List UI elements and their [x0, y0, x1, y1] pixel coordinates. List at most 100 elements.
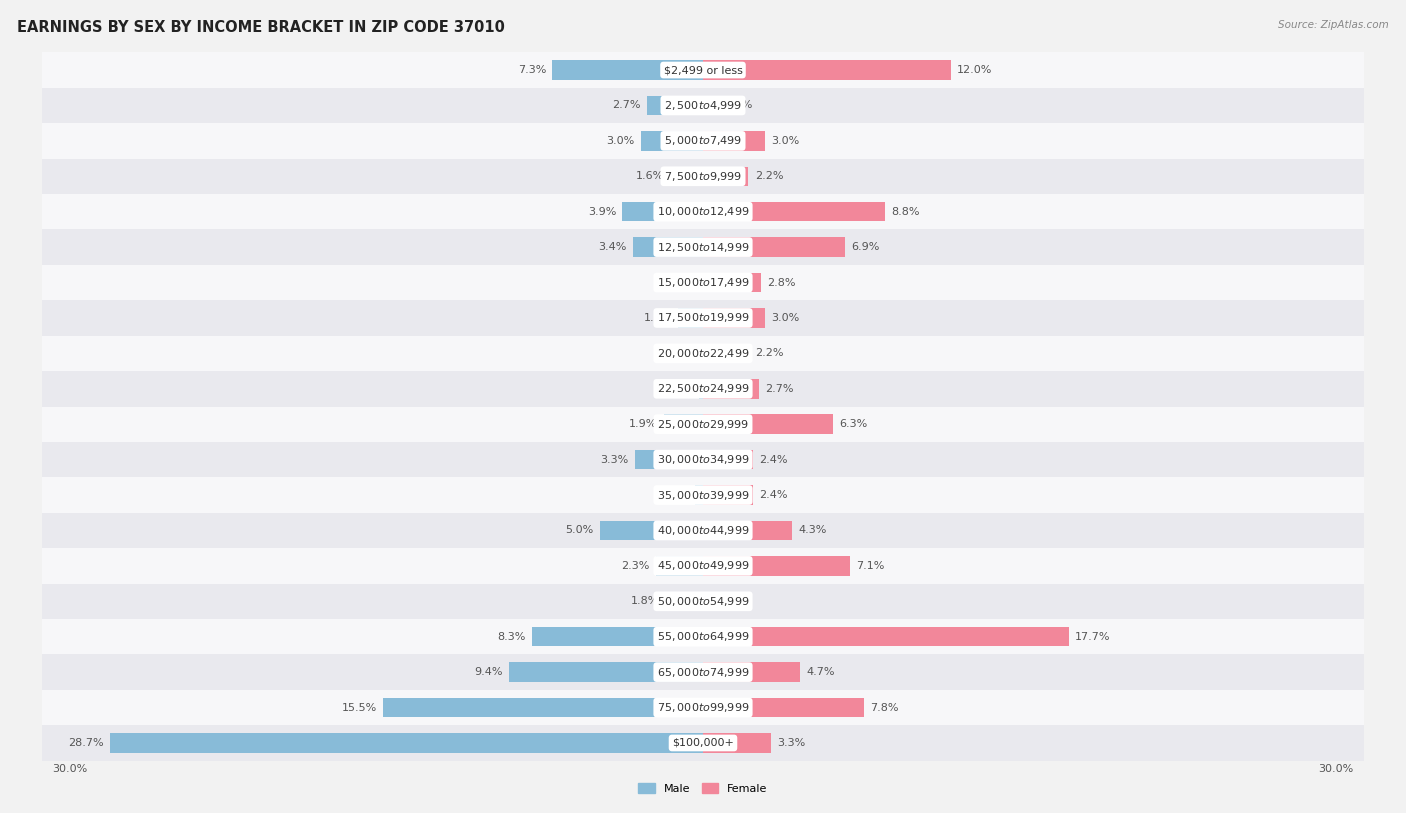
Text: 7.1%: 7.1% — [856, 561, 884, 571]
Bar — [666, 592, 703, 611]
Text: $5,000 to $7,499: $5,000 to $7,499 — [664, 134, 742, 147]
Bar — [636, 450, 703, 469]
Text: 28.7%: 28.7% — [69, 738, 104, 748]
Bar — [703, 131, 765, 150]
Bar — [623, 202, 703, 221]
Bar — [0, 300, 1406, 336]
Bar — [0, 52, 1406, 88]
Bar — [703, 167, 748, 186]
Bar — [699, 379, 703, 398]
Text: 0.39%: 0.39% — [654, 490, 689, 500]
Bar — [678, 308, 703, 328]
Text: $30,000 to $34,999: $30,000 to $34,999 — [657, 453, 749, 466]
Bar — [0, 690, 1406, 725]
Bar — [0, 584, 1406, 619]
Text: 17.7%: 17.7% — [1074, 632, 1111, 641]
Bar — [110, 733, 703, 753]
Text: 3.0%: 3.0% — [770, 313, 800, 323]
Text: 1.9%: 1.9% — [630, 420, 658, 429]
Bar — [0, 194, 1406, 229]
Bar — [696, 344, 703, 363]
Bar — [703, 308, 765, 328]
Bar — [641, 131, 703, 150]
Bar — [703, 450, 752, 469]
Bar — [0, 88, 1406, 123]
Bar — [703, 379, 759, 398]
Text: 3.9%: 3.9% — [588, 207, 616, 217]
Text: 4.7%: 4.7% — [806, 667, 835, 677]
Text: $65,000 to $74,999: $65,000 to $74,999 — [657, 666, 749, 679]
Bar — [655, 556, 703, 576]
Text: $100,000+: $100,000+ — [672, 738, 734, 748]
Text: 30.0%: 30.0% — [1319, 763, 1354, 773]
Bar — [531, 627, 703, 646]
Text: 2.7%: 2.7% — [613, 101, 641, 111]
Text: 2.3%: 2.3% — [621, 561, 650, 571]
Bar — [382, 698, 703, 717]
Text: 0.22%: 0.22% — [714, 596, 749, 606]
Text: 1.8%: 1.8% — [631, 596, 659, 606]
Text: EARNINGS BY SEX BY INCOME BRACKET IN ZIP CODE 37010: EARNINGS BY SEX BY INCOME BRACKET IN ZIP… — [17, 20, 505, 35]
Text: 12.0%: 12.0% — [957, 65, 993, 75]
Bar — [0, 371, 1406, 406]
Bar — [0, 406, 1406, 442]
Bar — [664, 415, 703, 434]
Text: $75,000 to $99,999: $75,000 to $99,999 — [657, 701, 749, 714]
Bar — [0, 477, 1406, 513]
Bar — [703, 96, 710, 115]
Bar — [0, 654, 1406, 690]
Text: $55,000 to $64,999: $55,000 to $64,999 — [657, 630, 749, 643]
Text: 15.5%: 15.5% — [342, 702, 377, 712]
Text: $40,000 to $44,999: $40,000 to $44,999 — [657, 524, 749, 537]
Bar — [0, 159, 1406, 194]
Text: 2.4%: 2.4% — [759, 490, 787, 500]
Text: Source: ZipAtlas.com: Source: ZipAtlas.com — [1278, 20, 1389, 30]
Bar — [703, 592, 707, 611]
Text: 2.7%: 2.7% — [765, 384, 793, 393]
Bar — [647, 96, 703, 115]
Bar — [0, 725, 1406, 761]
Bar — [703, 202, 884, 221]
Text: 2.2%: 2.2% — [755, 349, 783, 359]
Bar — [703, 273, 761, 293]
Text: $25,000 to $29,999: $25,000 to $29,999 — [657, 418, 749, 431]
Text: 9.4%: 9.4% — [474, 667, 503, 677]
Text: 2.2%: 2.2% — [755, 172, 783, 181]
Bar — [703, 237, 845, 257]
Text: 1.6%: 1.6% — [636, 172, 664, 181]
Bar — [703, 698, 865, 717]
Bar — [600, 520, 703, 540]
Text: $35,000 to $39,999: $35,000 to $39,999 — [657, 489, 749, 502]
Text: 4.3%: 4.3% — [799, 525, 827, 536]
Text: 3.0%: 3.0% — [770, 136, 800, 146]
Bar — [703, 627, 1069, 646]
Text: $22,500 to $24,999: $22,500 to $24,999 — [657, 382, 749, 395]
Bar — [703, 60, 950, 80]
Text: $7,500 to $9,999: $7,500 to $9,999 — [664, 170, 742, 183]
Text: 7.8%: 7.8% — [870, 702, 898, 712]
Bar — [633, 237, 703, 257]
Text: $12,500 to $14,999: $12,500 to $14,999 — [657, 241, 749, 254]
Bar — [703, 485, 752, 505]
Text: 30.0%: 30.0% — [52, 763, 87, 773]
Bar — [0, 229, 1406, 265]
Text: $17,500 to $19,999: $17,500 to $19,999 — [657, 311, 749, 324]
Text: 8.3%: 8.3% — [498, 632, 526, 641]
Text: 6.3%: 6.3% — [839, 420, 868, 429]
Bar — [0, 548, 1406, 584]
Text: 1.2%: 1.2% — [644, 313, 672, 323]
Text: 7.3%: 7.3% — [517, 65, 546, 75]
Text: 2.8%: 2.8% — [768, 277, 796, 288]
Bar — [553, 60, 703, 80]
Text: $50,000 to $54,999: $50,000 to $54,999 — [657, 595, 749, 608]
Text: 0.37%: 0.37% — [717, 101, 752, 111]
Text: 3.0%: 3.0% — [606, 136, 636, 146]
Bar — [703, 344, 748, 363]
Bar — [695, 485, 703, 505]
Text: 0.0%: 0.0% — [669, 277, 697, 288]
Bar — [703, 663, 800, 682]
Text: 6.9%: 6.9% — [852, 242, 880, 252]
Text: 3.4%: 3.4% — [598, 242, 627, 252]
Bar — [0, 123, 1406, 159]
Bar — [703, 733, 770, 753]
